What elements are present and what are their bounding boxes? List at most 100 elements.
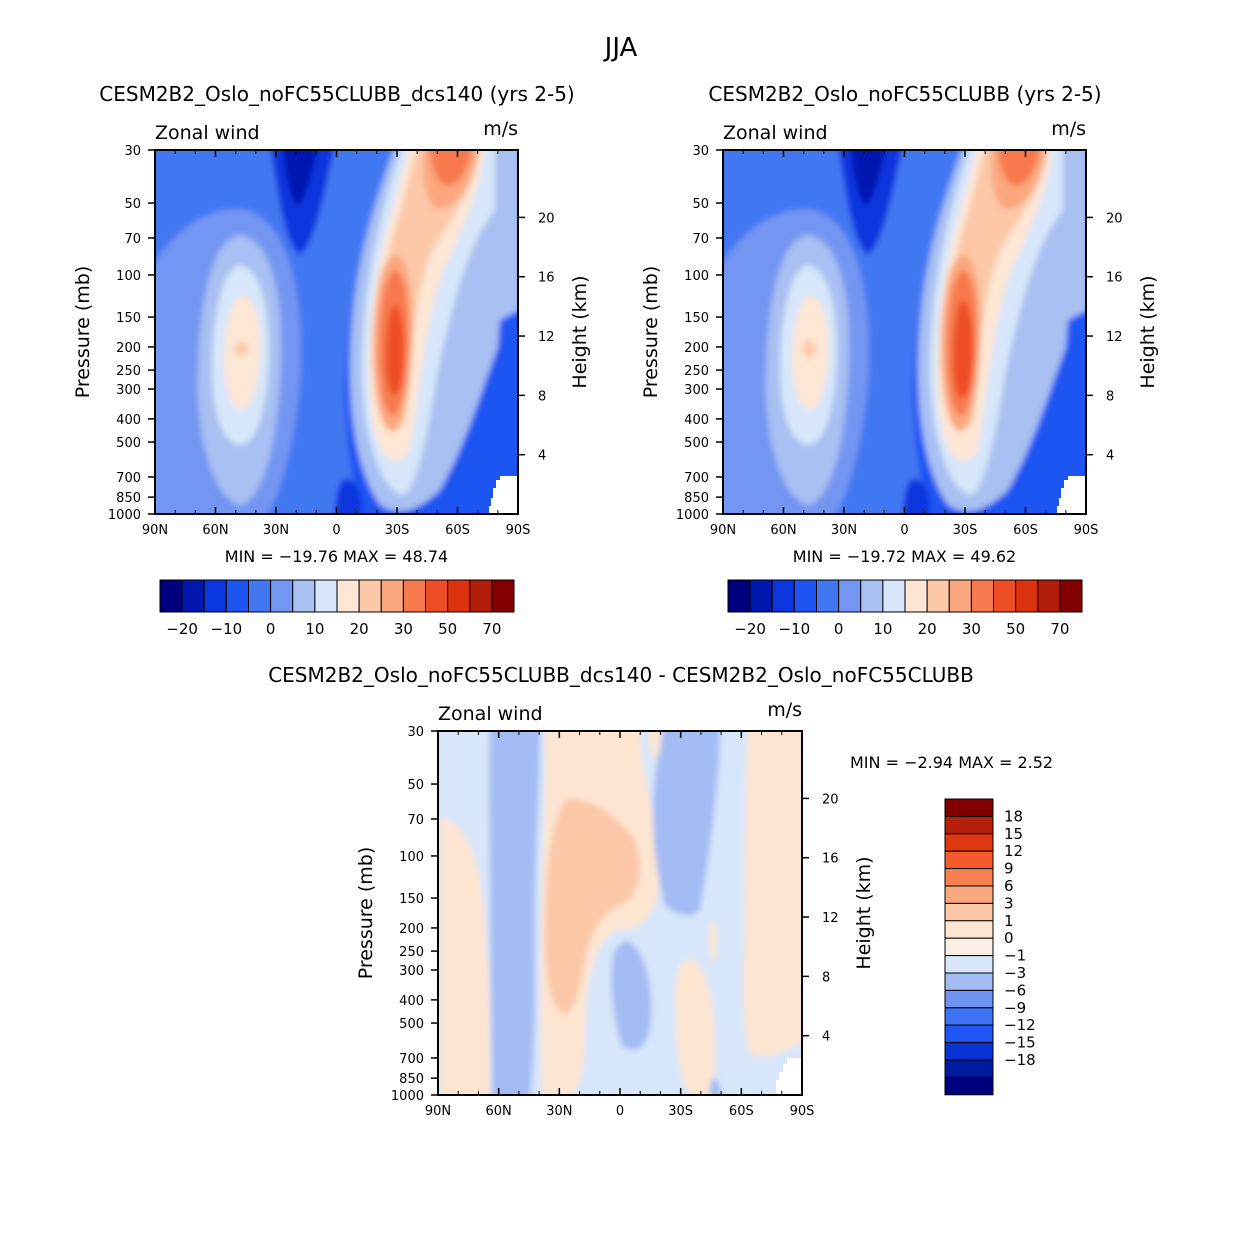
figure-title: JJA <box>603 33 638 63</box>
y-axis-title: Pressure (mb) <box>640 266 662 399</box>
colorbar-label: −9 <box>1004 999 1026 1017</box>
min-max-stats: MIN = −2.94 MAX = 2.52 <box>850 753 1053 772</box>
y-tick-label: 150 <box>399 892 424 907</box>
y-tick-label: 30 <box>407 725 424 740</box>
colorbar-swatch <box>469 579 493 613</box>
colorbar-swatch <box>944 1024 994 1044</box>
colorbar-swatch <box>926 579 950 613</box>
colorbar-swatch <box>944 798 994 817</box>
colorbar-label: 0 <box>1004 929 1014 947</box>
y2-tick-label: 16 <box>538 271 555 286</box>
axes-control: 90N 60N 30N 0 30S 60S 90S 30 50 70 100 150 200 250 300… <box>640 144 1159 566</box>
colorbar-swatch <box>793 579 817 613</box>
y-tick-label: 200 <box>684 341 709 356</box>
colorbar-swatch <box>336 579 360 613</box>
colorbar-swatch <box>248 579 272 613</box>
colorbar-swatch <box>944 1042 994 1061</box>
colorbar-label: 50 <box>1006 620 1025 638</box>
contour-pos1-f <box>709 920 717 961</box>
colorbar-swatch <box>993 579 1017 613</box>
colorbar-swatch <box>292 579 316 613</box>
contour-5 <box>838 150 902 255</box>
colorbar-label: 3 <box>1004 894 1014 912</box>
colorbar-label: 10 <box>305 620 324 638</box>
colorbar-swatch <box>181 579 205 613</box>
y-tick-label: 500 <box>684 436 709 451</box>
colorbar-swatch <box>944 972 994 991</box>
contour-5 <box>270 150 334 255</box>
missing-region <box>489 476 518 514</box>
panel-label: Zonal wind <box>155 122 260 144</box>
x-tick-label: 30S <box>385 523 410 538</box>
y2-tick-label: 8 <box>822 970 830 985</box>
x-tick-label: 0 <box>900 523 908 538</box>
colorbar-swatch <box>314 579 338 613</box>
colorbar-label: 18 <box>1004 807 1023 825</box>
y-tick-label: 100 <box>684 269 709 284</box>
colorbar-label: 30 <box>962 620 981 638</box>
x-tick-label: 30N <box>263 523 289 538</box>
x-tick-label: 60S <box>445 523 470 538</box>
colorbar-swatch <box>944 850 994 870</box>
x-tick-label: 60N <box>770 523 796 538</box>
y-tick-label: 50 <box>124 197 141 212</box>
contour-20 <box>801 338 817 360</box>
colorbar-swatch <box>425 579 449 613</box>
x-tick-label: 90S <box>790 1104 815 1119</box>
axes-test: 90N 60N 30N 0 30S 60S 90S 30 50 70 100 150 200 250 300… <box>72 144 591 566</box>
y-tick-label: 1000 <box>108 508 141 523</box>
x-tick-label: 60S <box>1013 523 1038 538</box>
colorbar-swatch <box>944 833 994 852</box>
colorbar-label: 0 <box>834 620 844 638</box>
colorbar-label: 0 <box>266 620 276 638</box>
panel-control: CESM2B2_Oslo_noFC55CLUBB (yrs 2-5) Zonal… <box>708 82 1102 515</box>
colorbar-swatch <box>944 920 994 939</box>
x-tick-label: 60N <box>202 523 228 538</box>
y2-tick-label: 20 <box>1106 211 1123 226</box>
contour-field <box>438 731 802 1095</box>
x-tick-label: 60N <box>486 1104 512 1119</box>
colorbar-swatch <box>944 902 994 922</box>
y-tick-label: 100 <box>116 269 141 284</box>
colorbar-swatch <box>944 885 994 904</box>
contour-0 <box>850 150 885 205</box>
colorbar-label: −12 <box>1004 1016 1036 1034</box>
contour-field <box>155 150 518 514</box>
y2-axis-title: Height (km) <box>853 856 875 969</box>
colorbar-label: −18 <box>1004 1051 1036 1069</box>
panel-title: CESM2B2_Oslo_noFC55CLUBB_dcs140 - CESM2B… <box>268 663 974 687</box>
colorbar-label: −10 <box>211 620 243 638</box>
y-tick-label: 70 <box>407 813 424 828</box>
y-tick-label: 250 <box>116 364 141 379</box>
y2-axis-title: Height (km) <box>1137 275 1159 388</box>
y2-tick-label: 16 <box>822 852 839 867</box>
contour-34 <box>386 305 405 395</box>
missing-region <box>1057 476 1086 514</box>
colorbar-swatch <box>159 579 183 613</box>
y-tick-label: 50 <box>692 197 709 212</box>
y-tick-label: 850 <box>116 491 141 506</box>
colorbar-swatch <box>904 579 928 613</box>
colorbar-swatch <box>225 579 249 613</box>
colorbar-label: −15 <box>1004 1034 1036 1052</box>
contour-20 <box>233 340 249 358</box>
y-tick-label: 700 <box>399 1052 424 1067</box>
y2-tick-label: 12 <box>1106 330 1123 345</box>
colorbar-swatch <box>944 868 994 887</box>
contour-pos1-c <box>649 731 662 760</box>
x-tick-label: 0 <box>332 523 340 538</box>
x-tick-label: 30S <box>668 1104 693 1119</box>
y-tick-label: 500 <box>116 436 141 451</box>
x-tick-label: 30N <box>546 1104 572 1119</box>
colorbar-label: 20 <box>350 620 369 638</box>
colorbar-label: 1 <box>1004 912 1014 930</box>
y2-tick-label: 4 <box>1106 449 1114 464</box>
y-tick-label: 400 <box>399 994 424 1009</box>
panel-diff: CESM2B2_Oslo_noFC55CLUBB_dcs140 - CESM2B… <box>268 663 974 1096</box>
colorbar-swatch <box>944 989 994 1009</box>
colorbar-swatch <box>882 579 906 613</box>
colorbar-swatch <box>860 579 884 613</box>
y2-tick-label: 12 <box>822 911 839 926</box>
colorbar-control: −20 −10 0 10 20 30 50 70 <box>727 579 1083 638</box>
